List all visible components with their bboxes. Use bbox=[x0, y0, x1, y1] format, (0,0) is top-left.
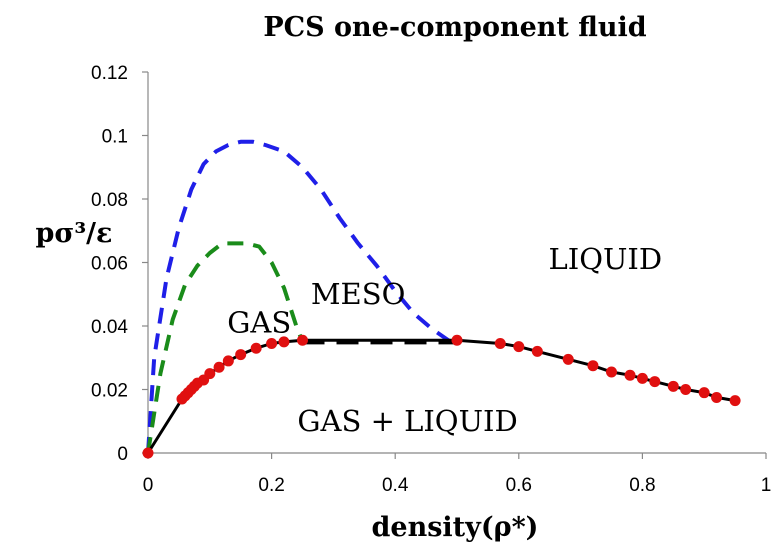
data-point bbox=[266, 337, 278, 349]
y-tick-label: 0.02 bbox=[91, 381, 128, 402]
data-point bbox=[451, 334, 463, 346]
data-point bbox=[587, 360, 599, 372]
data-point bbox=[636, 372, 648, 384]
y-tick-label: 0 bbox=[117, 444, 128, 465]
region-label: GAS + LIQUID bbox=[297, 404, 517, 438]
chart-title: PCS one-component fluid bbox=[263, 12, 646, 43]
data-point bbox=[606, 366, 617, 378]
data-point bbox=[142, 447, 154, 459]
region-label: GAS bbox=[227, 305, 291, 339]
x-tick-label: 0.4 bbox=[382, 475, 409, 496]
tick-labels: 0 0.2 0.4 0.6 0.8 1 0 0.02 0.04 0.06 0.08 0.1 0.12 bbox=[91, 63, 771, 496]
region-label: MESO bbox=[311, 277, 406, 311]
data-point bbox=[729, 395, 741, 407]
y-tick-label: 0.12 bbox=[91, 63, 128, 84]
data-point bbox=[680, 384, 692, 395]
y-tick-label: 0.06 bbox=[91, 254, 128, 275]
data-point bbox=[711, 391, 723, 403]
data-point bbox=[250, 342, 262, 354]
y-tick-label: 0.1 bbox=[102, 127, 128, 148]
x-tick-label: 0 bbox=[143, 475, 154, 496]
annotation-layer: LIQUID MESO GAS GAS + LIQUID bbox=[227, 242, 662, 438]
y-axis-title: pσ³/ε bbox=[36, 218, 113, 249]
x-tick-label: 0.8 bbox=[629, 475, 655, 496]
x-tick-label: 1 bbox=[761, 475, 771, 496]
data-point bbox=[667, 380, 679, 392]
data-point bbox=[562, 353, 574, 365]
green-dashed-curve bbox=[146, 241, 305, 454]
data-point bbox=[278, 336, 290, 348]
data-point bbox=[213, 361, 225, 373]
data-point bbox=[698, 387, 710, 399]
y-tick-label: 0.08 bbox=[91, 190, 128, 211]
data-point bbox=[531, 345, 543, 357]
blue-dashed-curve bbox=[146, 139, 452, 454]
axes bbox=[142, 71, 767, 459]
data-point bbox=[204, 368, 216, 380]
data-point bbox=[494, 337, 506, 349]
region-label: LIQUID bbox=[548, 242, 662, 276]
x-axis-title: density(ρ*) bbox=[372, 512, 539, 543]
data-point bbox=[235, 349, 247, 361]
data-point bbox=[513, 341, 525, 353]
data-point bbox=[297, 334, 308, 346]
data-point bbox=[649, 376, 661, 388]
marker-layer bbox=[142, 334, 741, 459]
data-point bbox=[624, 369, 636, 381]
x-tick-label: 0.2 bbox=[258, 475, 284, 496]
x-tick-label: 0.6 bbox=[506, 475, 532, 496]
data-point bbox=[222, 355, 234, 367]
y-tick-label: 0.04 bbox=[91, 317, 128, 338]
